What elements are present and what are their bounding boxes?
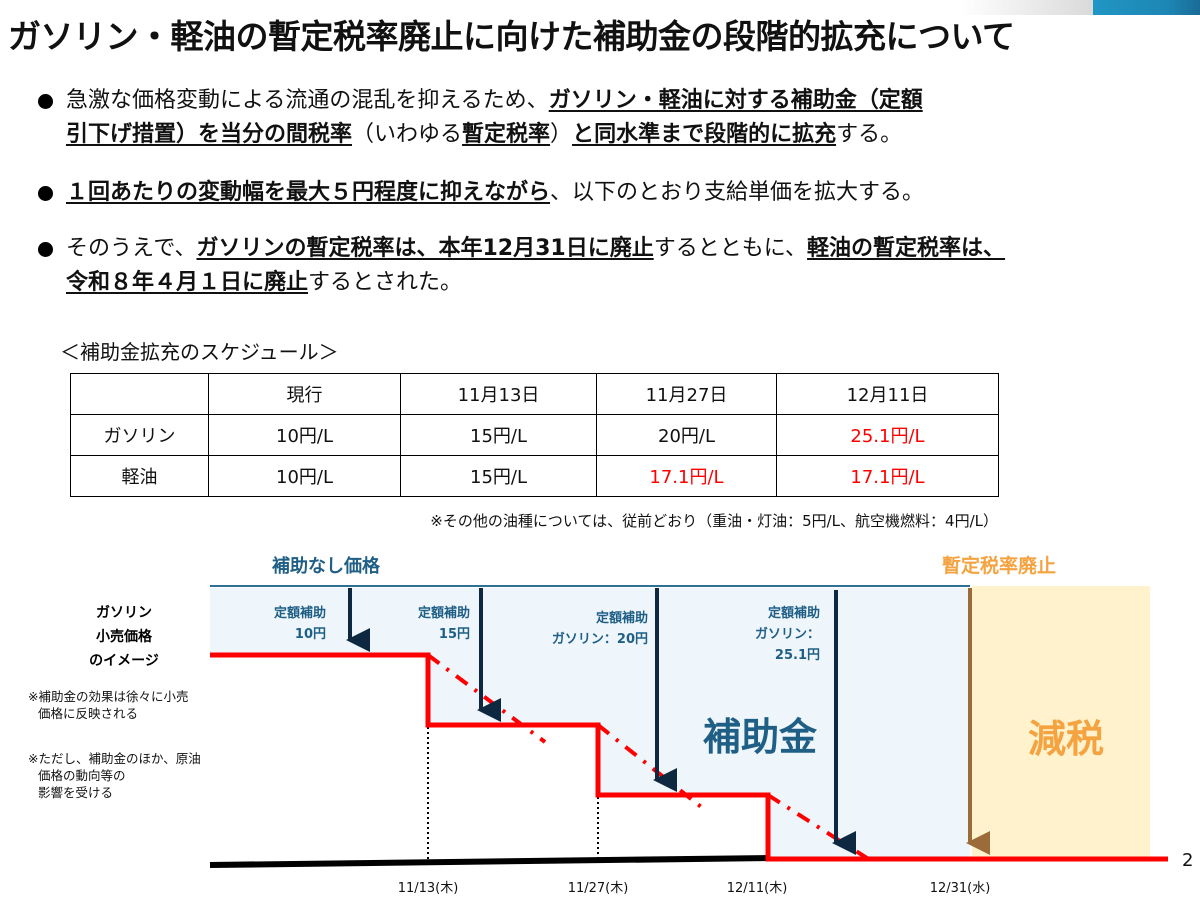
row-label: ガソリン [70, 414, 209, 456]
header-cell: 現行 [208, 373, 401, 415]
schedule-table: 現行 11月13日 11月27日 12月11日 ガソリン 10円/L 15円/L… [70, 373, 999, 497]
note-text: ※補助金の効果は徐々に小売 [28, 689, 189, 704]
note-text: 価格に反映される [38, 706, 139, 721]
emphasis: 引下げ措置）を当分の間税率 [66, 122, 353, 147]
retail-price-label: のイメージ [89, 653, 159, 669]
retail-price-line [210, 652, 1168, 862]
table-row: ガソリン 10円/L 15円/L 20円/L 25.1円/L [70, 414, 999, 456]
footnote: ※その他の油種については、従前どおり（重油・灯油：5円/L、航空機燃料：4円/L… [430, 512, 998, 530]
text: 、以下のとおり支給単価を拡大する。 [550, 180, 925, 205]
bullet-3: そのうえで、ガソリンの暫定税率は、本年12月31日に廃止するとともに、軽油の暫定… [38, 232, 1200, 312]
date-label: 12/31(水) [930, 881, 991, 896]
subsidy-label: 25.1円 [775, 648, 820, 663]
text: するとともに、 [653, 236, 808, 261]
retail-price-label: ガソリン [96, 605, 152, 621]
text: するとされた。 [308, 270, 463, 295]
emphasis: 令和８年４月１日に廃止 [66, 270, 309, 295]
text: 急激な価格変動による流通の混乱を抑えるため、 [66, 88, 549, 113]
header-gradient-bar [960, 0, 1095, 15]
no-subsidy-price-label: 補助なし価格 [271, 555, 381, 577]
note-1: ※補助金の効果は徐々に小売 価格に反映される [28, 688, 188, 722]
subsidy-label: 15円 [439, 627, 470, 642]
note-2: ※ただし、補助金のほか、原油 価格の動向等の 影響を受ける [28, 750, 201, 801]
header-accent-bar [1093, 0, 1200, 15]
bullet-dot-icon [38, 94, 53, 109]
subsidy-label: 定額補助 [417, 605, 470, 621]
row-label: 軽油 [70, 455, 209, 497]
emphasis: １回あたりの変動幅を最大５円程度に抑えながら [66, 180, 551, 205]
subsidy-area-label: 補助金 [703, 715, 818, 759]
tax-cut-area [972, 586, 1150, 860]
date-label: 11/13(木) [398, 881, 459, 896]
subsidy-label: 定額補助 [273, 605, 326, 621]
subsidy-label: 定額補助 [595, 610, 648, 626]
schedule-title: ＜補助金拡充のスケジュール＞ [60, 340, 339, 364]
subsidy-label: 10円 [295, 627, 326, 642]
emphasis: ガソリンの暫定税率は、本年12月31日に廃止 [196, 236, 654, 261]
baseline-axis [209, 855, 771, 868]
page-number: 2 [1182, 850, 1194, 871]
note-text: 影響を受ける [38, 785, 114, 800]
emphasis: 軽油の暫定税率は、 [807, 236, 1006, 261]
date-label: 12/11(木) [727, 881, 788, 896]
bullet-dot-icon [38, 242, 53, 257]
subsidy-label: ガソリン：20円 [552, 632, 648, 647]
bullet-dot-icon [38, 186, 53, 201]
cell-highlight: 17.1円/L [776, 455, 999, 497]
page-title: ガソリン・軽油の暫定税率廃止に向けた補助金の段階的拡充について [8, 17, 1015, 56]
tax-cut-label: 減税 [1028, 717, 1104, 761]
subsidy-label: 定額補助 [767, 605, 820, 621]
header-cell [70, 373, 209, 415]
emphasis: ガソリン・軽油に対する補助金（定額 [548, 88, 923, 113]
text: （いわゆる [352, 122, 463, 147]
note-text: 価格の動向等の [38, 768, 126, 783]
gradual-price-line [766, 793, 872, 862]
note-text: ※ただし、補助金のほか、原油 [28, 751, 201, 766]
emphasis: 暫定税率 [462, 122, 551, 147]
text: する。 [836, 122, 903, 147]
text: ） [550, 122, 573, 147]
table-row: 軽油 10円/L 15円/L 17.1円/L 17.1円/L [70, 455, 999, 497]
subsidy-label: ガソリン： [755, 627, 820, 642]
cell: 15円/L [400, 455, 597, 497]
cell-highlight: 25.1円/L [776, 414, 999, 456]
cell: 15円/L [400, 414, 597, 456]
text: そのうえで、 [66, 236, 197, 261]
tax-abolition-label: 暫定税率廃止 [942, 554, 1056, 577]
emphasis: と同水準まで段階的に拡充 [572, 122, 837, 147]
retail-price-label: 小売価格 [96, 628, 153, 645]
retail-price-area [210, 655, 768, 862]
header-cell: 11月27日 [596, 373, 777, 415]
cell: 10円/L [208, 455, 401, 497]
date-label: 11/27(木) [568, 881, 629, 896]
